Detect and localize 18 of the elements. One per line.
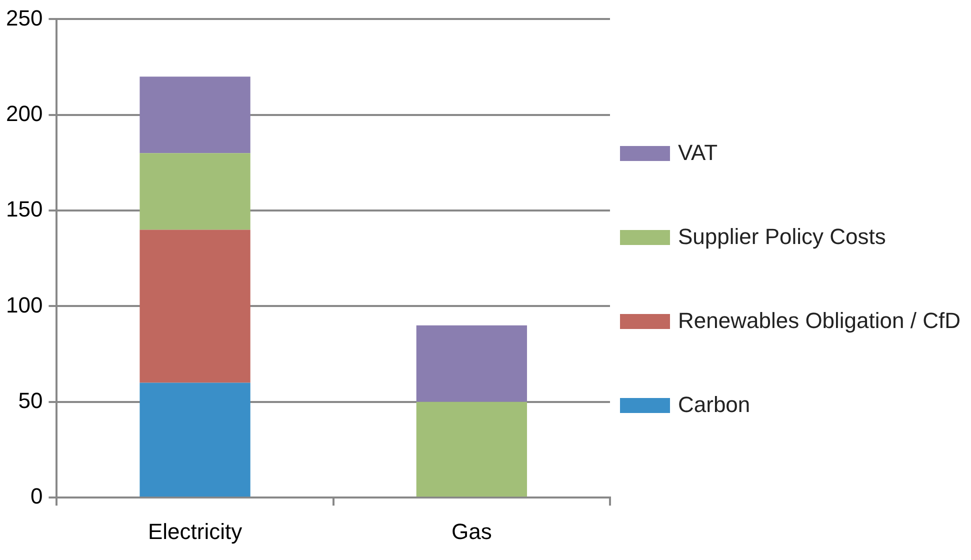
- y-tick-label: 200: [6, 100, 43, 126]
- y-tick-label: 250: [6, 5, 43, 30]
- bar: [416, 402, 528, 497]
- y-tick-label: 50: [18, 388, 43, 413]
- x-tick-label: Electricity: [148, 518, 242, 544]
- y-tick-label: 100: [6, 292, 43, 318]
- y-tick-label: 0: [30, 484, 43, 509]
- legend-label: Supplier Policy Costs: [678, 224, 886, 250]
- bar: [416, 325, 528, 402]
- bar: [140, 153, 250, 230]
- legend-label: Carbon: [678, 392, 750, 418]
- y-tick-label: 150: [6, 196, 43, 222]
- bar: [140, 76, 250, 154]
- bar: [140, 230, 250, 383]
- x-tick-label: Gas: [451, 518, 492, 544]
- bar: [140, 382, 250, 497]
- legend-label: Renewables Obligation / CfD: [678, 308, 960, 334]
- legend-label: VAT: [678, 140, 718, 166]
